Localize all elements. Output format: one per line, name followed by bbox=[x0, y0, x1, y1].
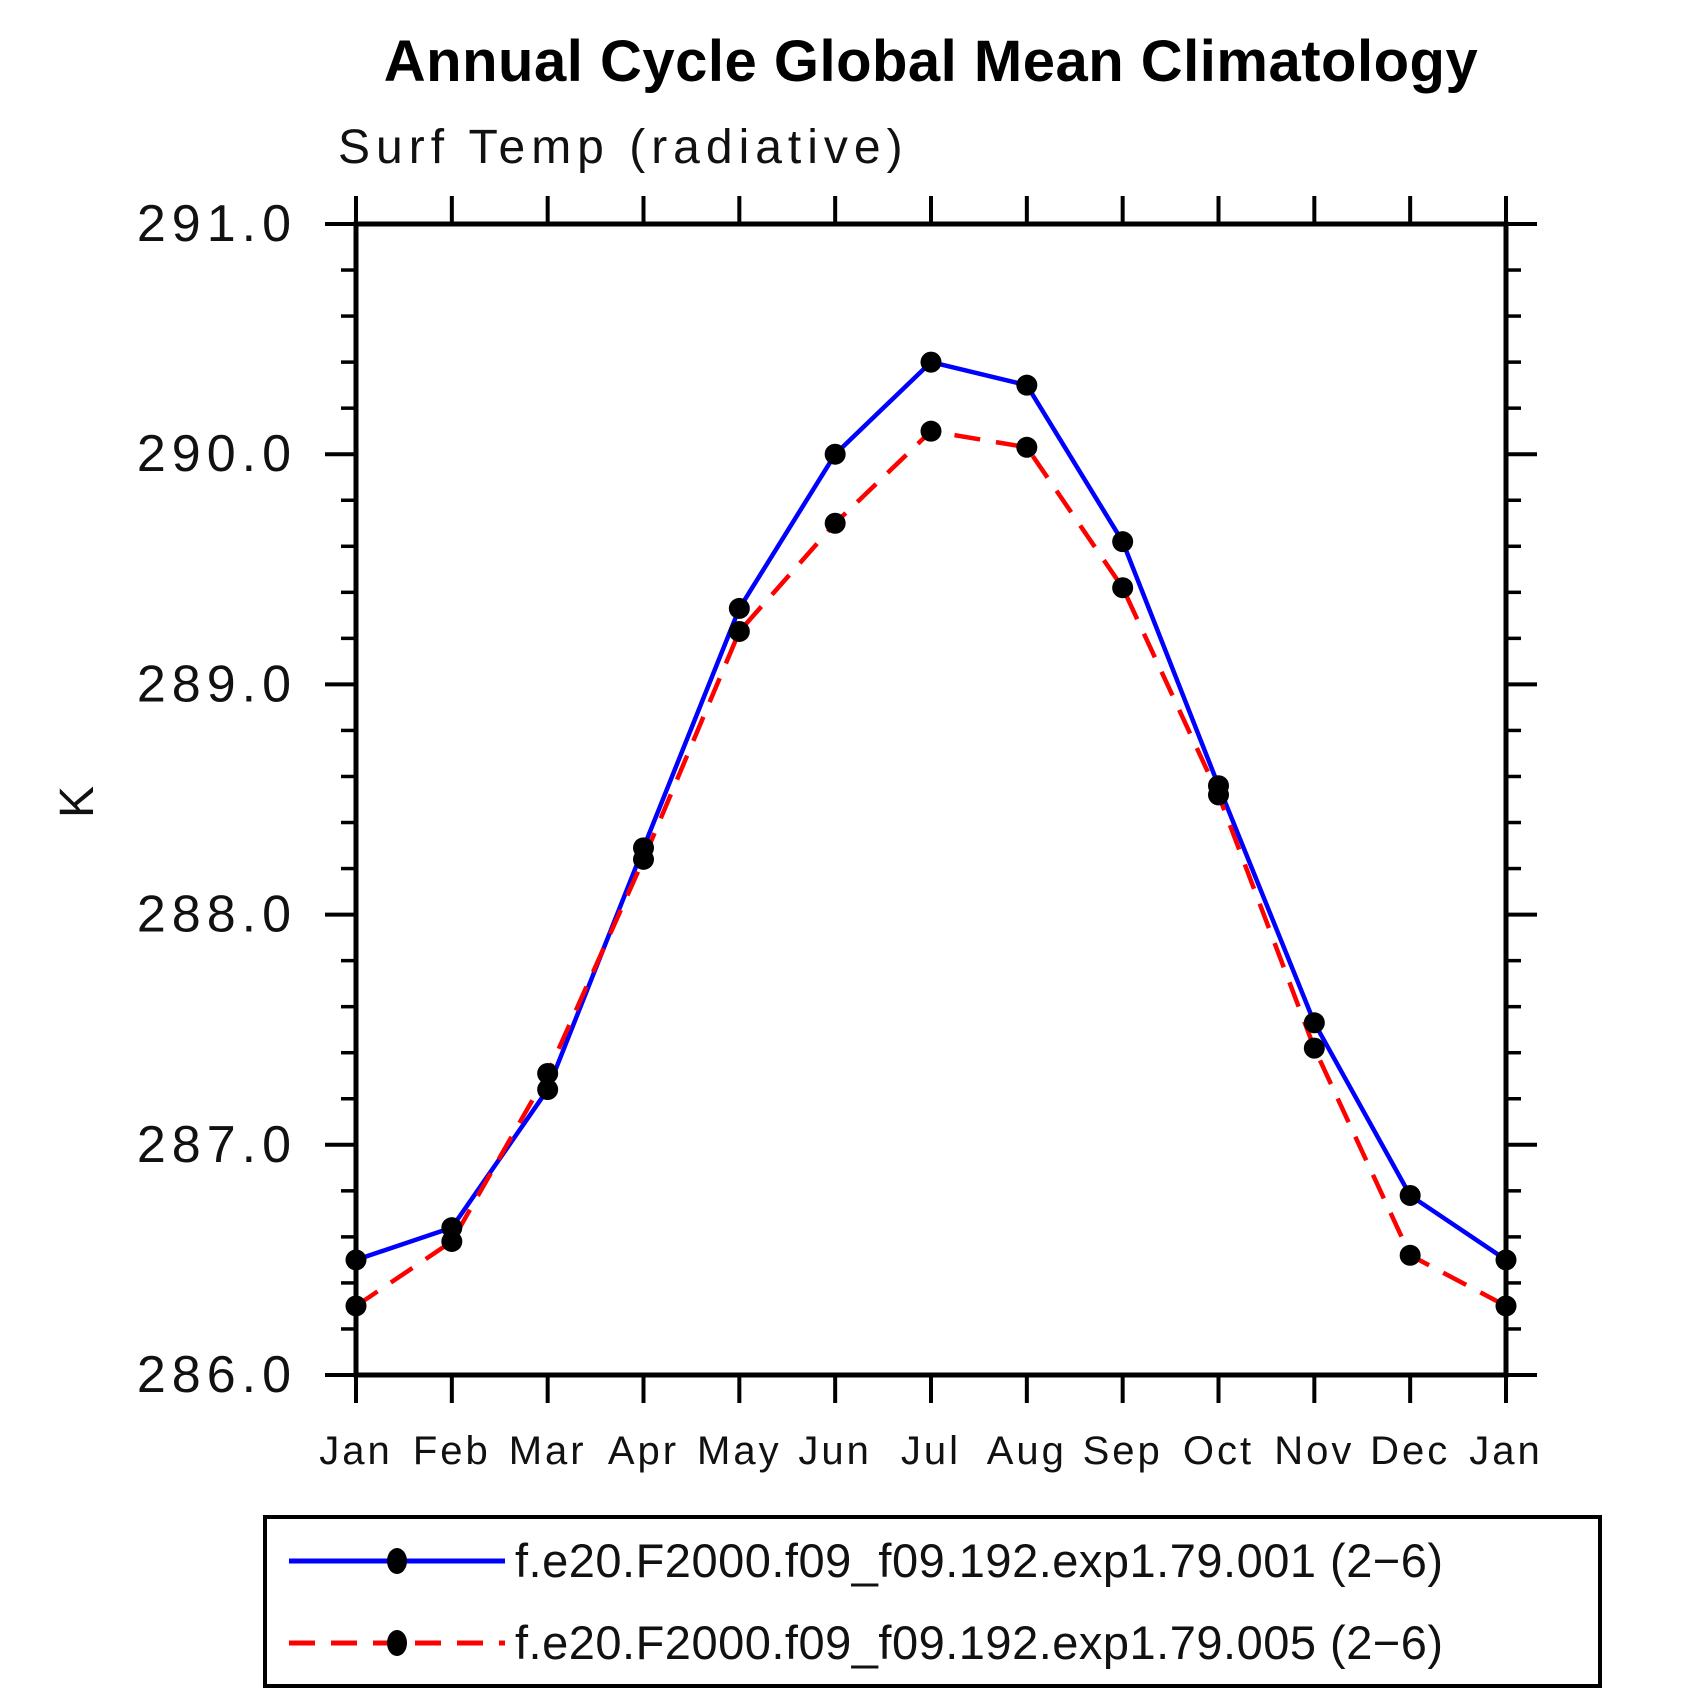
svg-text:Sep: Sep bbox=[1083, 1429, 1163, 1473]
svg-text:289.0: 289.0 bbox=[137, 655, 297, 713]
svg-text:Jan: Jan bbox=[319, 1429, 393, 1473]
svg-text:Apr: Apr bbox=[608, 1429, 679, 1473]
legend-label: f.e20.F2000.f09_f09.192.exp1.79.005 (2−6… bbox=[515, 1616, 1444, 1669]
chart-subtitle: Surf Temp (radiative) bbox=[338, 121, 909, 174]
svg-text:Mar: Mar bbox=[509, 1429, 587, 1473]
svg-text:Jan: Jan bbox=[1469, 1429, 1543, 1473]
svg-text:Dec: Dec bbox=[1370, 1429, 1450, 1473]
chart-title: Annual Cycle Global Mean Climatology bbox=[383, 29, 1479, 94]
svg-text:286.0: 286.0 bbox=[137, 1346, 297, 1404]
svg-text:Nov: Nov bbox=[1274, 1429, 1354, 1473]
legend-line-sample-solid bbox=[289, 1547, 505, 1574]
legend: f.e20.F2000.f09_f09.192.exp1.79.001 (2−6… bbox=[263, 1515, 1602, 1688]
svg-text:Jun: Jun bbox=[798, 1429, 872, 1473]
svg-text:Aug: Aug bbox=[987, 1429, 1067, 1473]
legend-item-series-005: f.e20.F2000.f09_f09.192.exp1.79.005 (2−6… bbox=[287, 1602, 1598, 1684]
svg-text:288.0: 288.0 bbox=[137, 886, 297, 944]
legend-item-series-001: f.e20.F2000.f09_f09.192.exp1.79.001 (2−6… bbox=[287, 1520, 1598, 1602]
svg-text:Oct: Oct bbox=[1183, 1429, 1254, 1473]
svg-text:290.0: 290.0 bbox=[137, 425, 297, 483]
svg-text:287.0: 287.0 bbox=[137, 1116, 297, 1174]
legend-line-sample-dashed bbox=[289, 1629, 505, 1656]
legend-label: f.e20.F2000.f09_f09.192.exp1.79.001 (2−6… bbox=[515, 1534, 1444, 1587]
svg-text:Feb: Feb bbox=[413, 1429, 491, 1473]
svg-text:May: May bbox=[697, 1429, 782, 1473]
svg-text:291.0: 291.0 bbox=[137, 195, 297, 253]
svg-text:Jul: Jul bbox=[901, 1429, 961, 1473]
